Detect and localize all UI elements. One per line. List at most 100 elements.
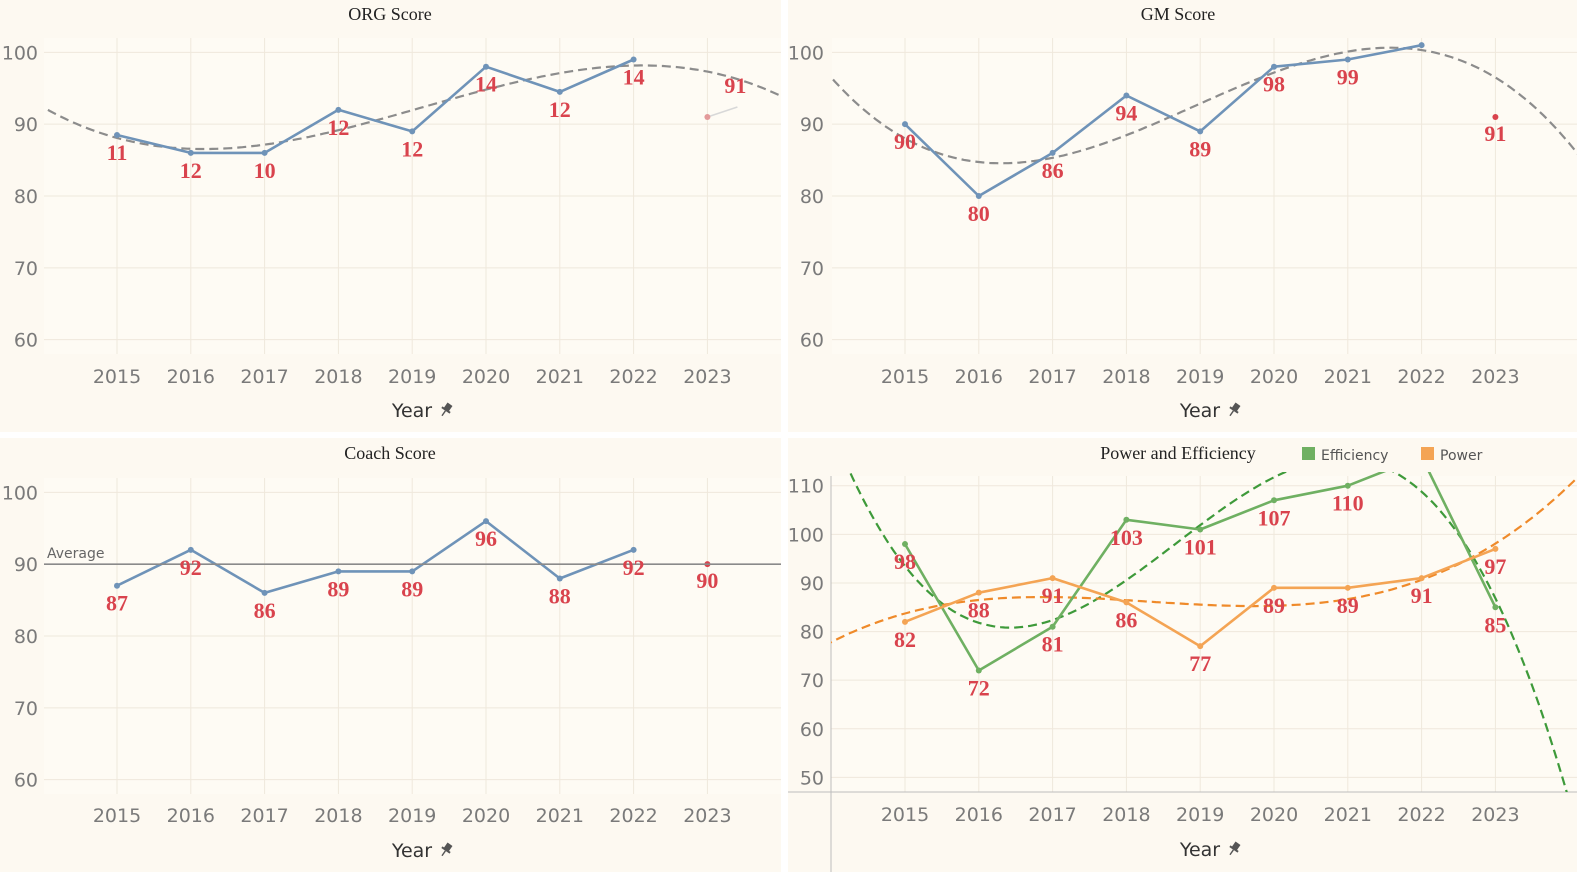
data-point xyxy=(114,131,120,138)
pin-icon-base xyxy=(441,846,451,854)
forecast-point xyxy=(704,114,711,120)
score-line xyxy=(116,519,635,595)
x-tick-label: 2022 xyxy=(1397,804,1445,826)
data-label: 99 xyxy=(1337,65,1359,90)
x-tick-label: 2020 xyxy=(1250,366,1298,388)
data-point xyxy=(902,541,908,548)
data-label: 11 xyxy=(107,140,128,165)
data-point xyxy=(902,618,908,625)
pin-icon-base xyxy=(441,406,451,414)
data-label: 92 xyxy=(180,555,202,580)
data-label: 12 xyxy=(549,97,571,122)
y-tick-label: 80 xyxy=(14,186,38,208)
pin-icon-needle xyxy=(1229,849,1234,856)
x-tick-label: 2020 xyxy=(1250,804,1298,826)
y-tick-label: 60 xyxy=(14,770,38,792)
x-tick-label: 2019 xyxy=(388,805,436,827)
plot-layer xyxy=(114,518,711,596)
x-axis-label: Year xyxy=(1179,839,1220,861)
efficiency-trendline xyxy=(848,472,1568,792)
data-label: 107 xyxy=(1258,505,1291,530)
forecast-point xyxy=(1492,114,1499,120)
x-tick-label: 2023 xyxy=(1471,366,1519,388)
x-tick-label: 2015 xyxy=(881,804,929,826)
gm-score-panel: 60 70 80 90 100 2015 2016 2017 2018 2019 2020 2021 2… xyxy=(788,0,1577,432)
data-point xyxy=(630,546,637,553)
legend-efficiency-swatch xyxy=(1302,447,1315,460)
data-point xyxy=(409,128,416,135)
data-label: 12 xyxy=(401,136,423,161)
data-label: 103 xyxy=(1110,525,1143,550)
data-point xyxy=(1418,575,1425,582)
y-tick-label: 100 xyxy=(788,524,824,546)
data-point xyxy=(335,106,342,113)
data-label: 86 xyxy=(1115,607,1137,632)
pin-icon xyxy=(441,842,453,857)
data-point xyxy=(1344,482,1351,489)
data-label: 92 xyxy=(623,555,645,580)
pin-icon xyxy=(1229,402,1241,417)
pin-icon-base xyxy=(1229,406,1239,414)
data-label: 12 xyxy=(180,158,202,183)
x-tick-label: 2022 xyxy=(1397,366,1445,388)
y-tick-label: 90 xyxy=(800,573,824,595)
x-tick-label: 2022 xyxy=(609,366,657,388)
x-tick-label: 2015 xyxy=(93,805,141,827)
data-label: 88 xyxy=(549,584,571,609)
x-axis-label: Year xyxy=(391,400,432,422)
data-point xyxy=(556,88,563,95)
data-point xyxy=(1271,497,1277,504)
coach-score-chart: 60 70 80 90 100 2015 2016 2017 2018 2019 2020 2021 2… xyxy=(2,443,781,862)
data-point xyxy=(261,149,268,156)
data-point xyxy=(335,568,342,575)
data-point xyxy=(483,518,489,525)
data-point xyxy=(1197,526,1204,533)
data-point xyxy=(1197,643,1204,650)
x-tick-label: 2017 xyxy=(240,805,288,827)
x-tick-label: 2021 xyxy=(1324,804,1372,826)
x-tick-label: 2019 xyxy=(388,366,436,388)
data-label: 90 xyxy=(894,129,916,154)
x-tick-label: 2018 xyxy=(1102,804,1150,826)
data-point xyxy=(630,56,637,63)
pin-icon-needle xyxy=(1229,410,1234,417)
x-tick-label: 2018 xyxy=(314,366,362,388)
y-tick-label: 80 xyxy=(800,622,824,644)
x-tick-label: 2019 xyxy=(1176,366,1224,388)
trendline xyxy=(44,64,781,151)
x-tick-label: 2018 xyxy=(314,805,362,827)
x-tick-label: 2020 xyxy=(462,366,510,388)
pin-icon xyxy=(441,402,453,417)
x-tick-label: 2023 xyxy=(683,805,731,827)
gm-score-chart: 60 70 80 90 100 2015 2016 2017 2018 2019 2020 2021 2… xyxy=(788,4,1577,422)
x-tick-label: 2016 xyxy=(955,804,1003,826)
data-point xyxy=(261,589,268,596)
pin-icon-needle xyxy=(441,410,446,417)
y-tick-label: 100 xyxy=(2,42,38,64)
y-tick-label: 50 xyxy=(800,767,824,789)
data-point xyxy=(556,575,563,582)
data-label: 94 xyxy=(1115,100,1137,125)
chart-title: ORG Score xyxy=(348,4,432,24)
data-point xyxy=(1123,599,1130,606)
x-tick-label: 2017 xyxy=(240,366,288,388)
data-label: 77 xyxy=(1189,651,1211,676)
data-point xyxy=(1418,42,1425,49)
data-label: 81 xyxy=(1042,632,1064,657)
y-tick-label: 70 xyxy=(14,258,38,280)
score-line xyxy=(904,43,1422,198)
data-point xyxy=(1123,92,1130,99)
data-label: 86 xyxy=(1042,158,1064,183)
score-line xyxy=(116,58,635,155)
data-label: 89 xyxy=(1337,593,1359,618)
x-tick-label: 2021 xyxy=(1324,366,1372,388)
y-tick-label: 60 xyxy=(800,330,824,352)
y-tick-label: 70 xyxy=(14,698,38,720)
x-tick-label: 2017 xyxy=(1028,366,1076,388)
data-label: 80 xyxy=(968,201,990,226)
data-label: 96 xyxy=(475,526,497,551)
legend-power-swatch xyxy=(1421,447,1434,460)
data-point xyxy=(1271,63,1277,70)
data-label: 88 xyxy=(968,598,990,623)
y-tick-label: 80 xyxy=(800,186,824,208)
